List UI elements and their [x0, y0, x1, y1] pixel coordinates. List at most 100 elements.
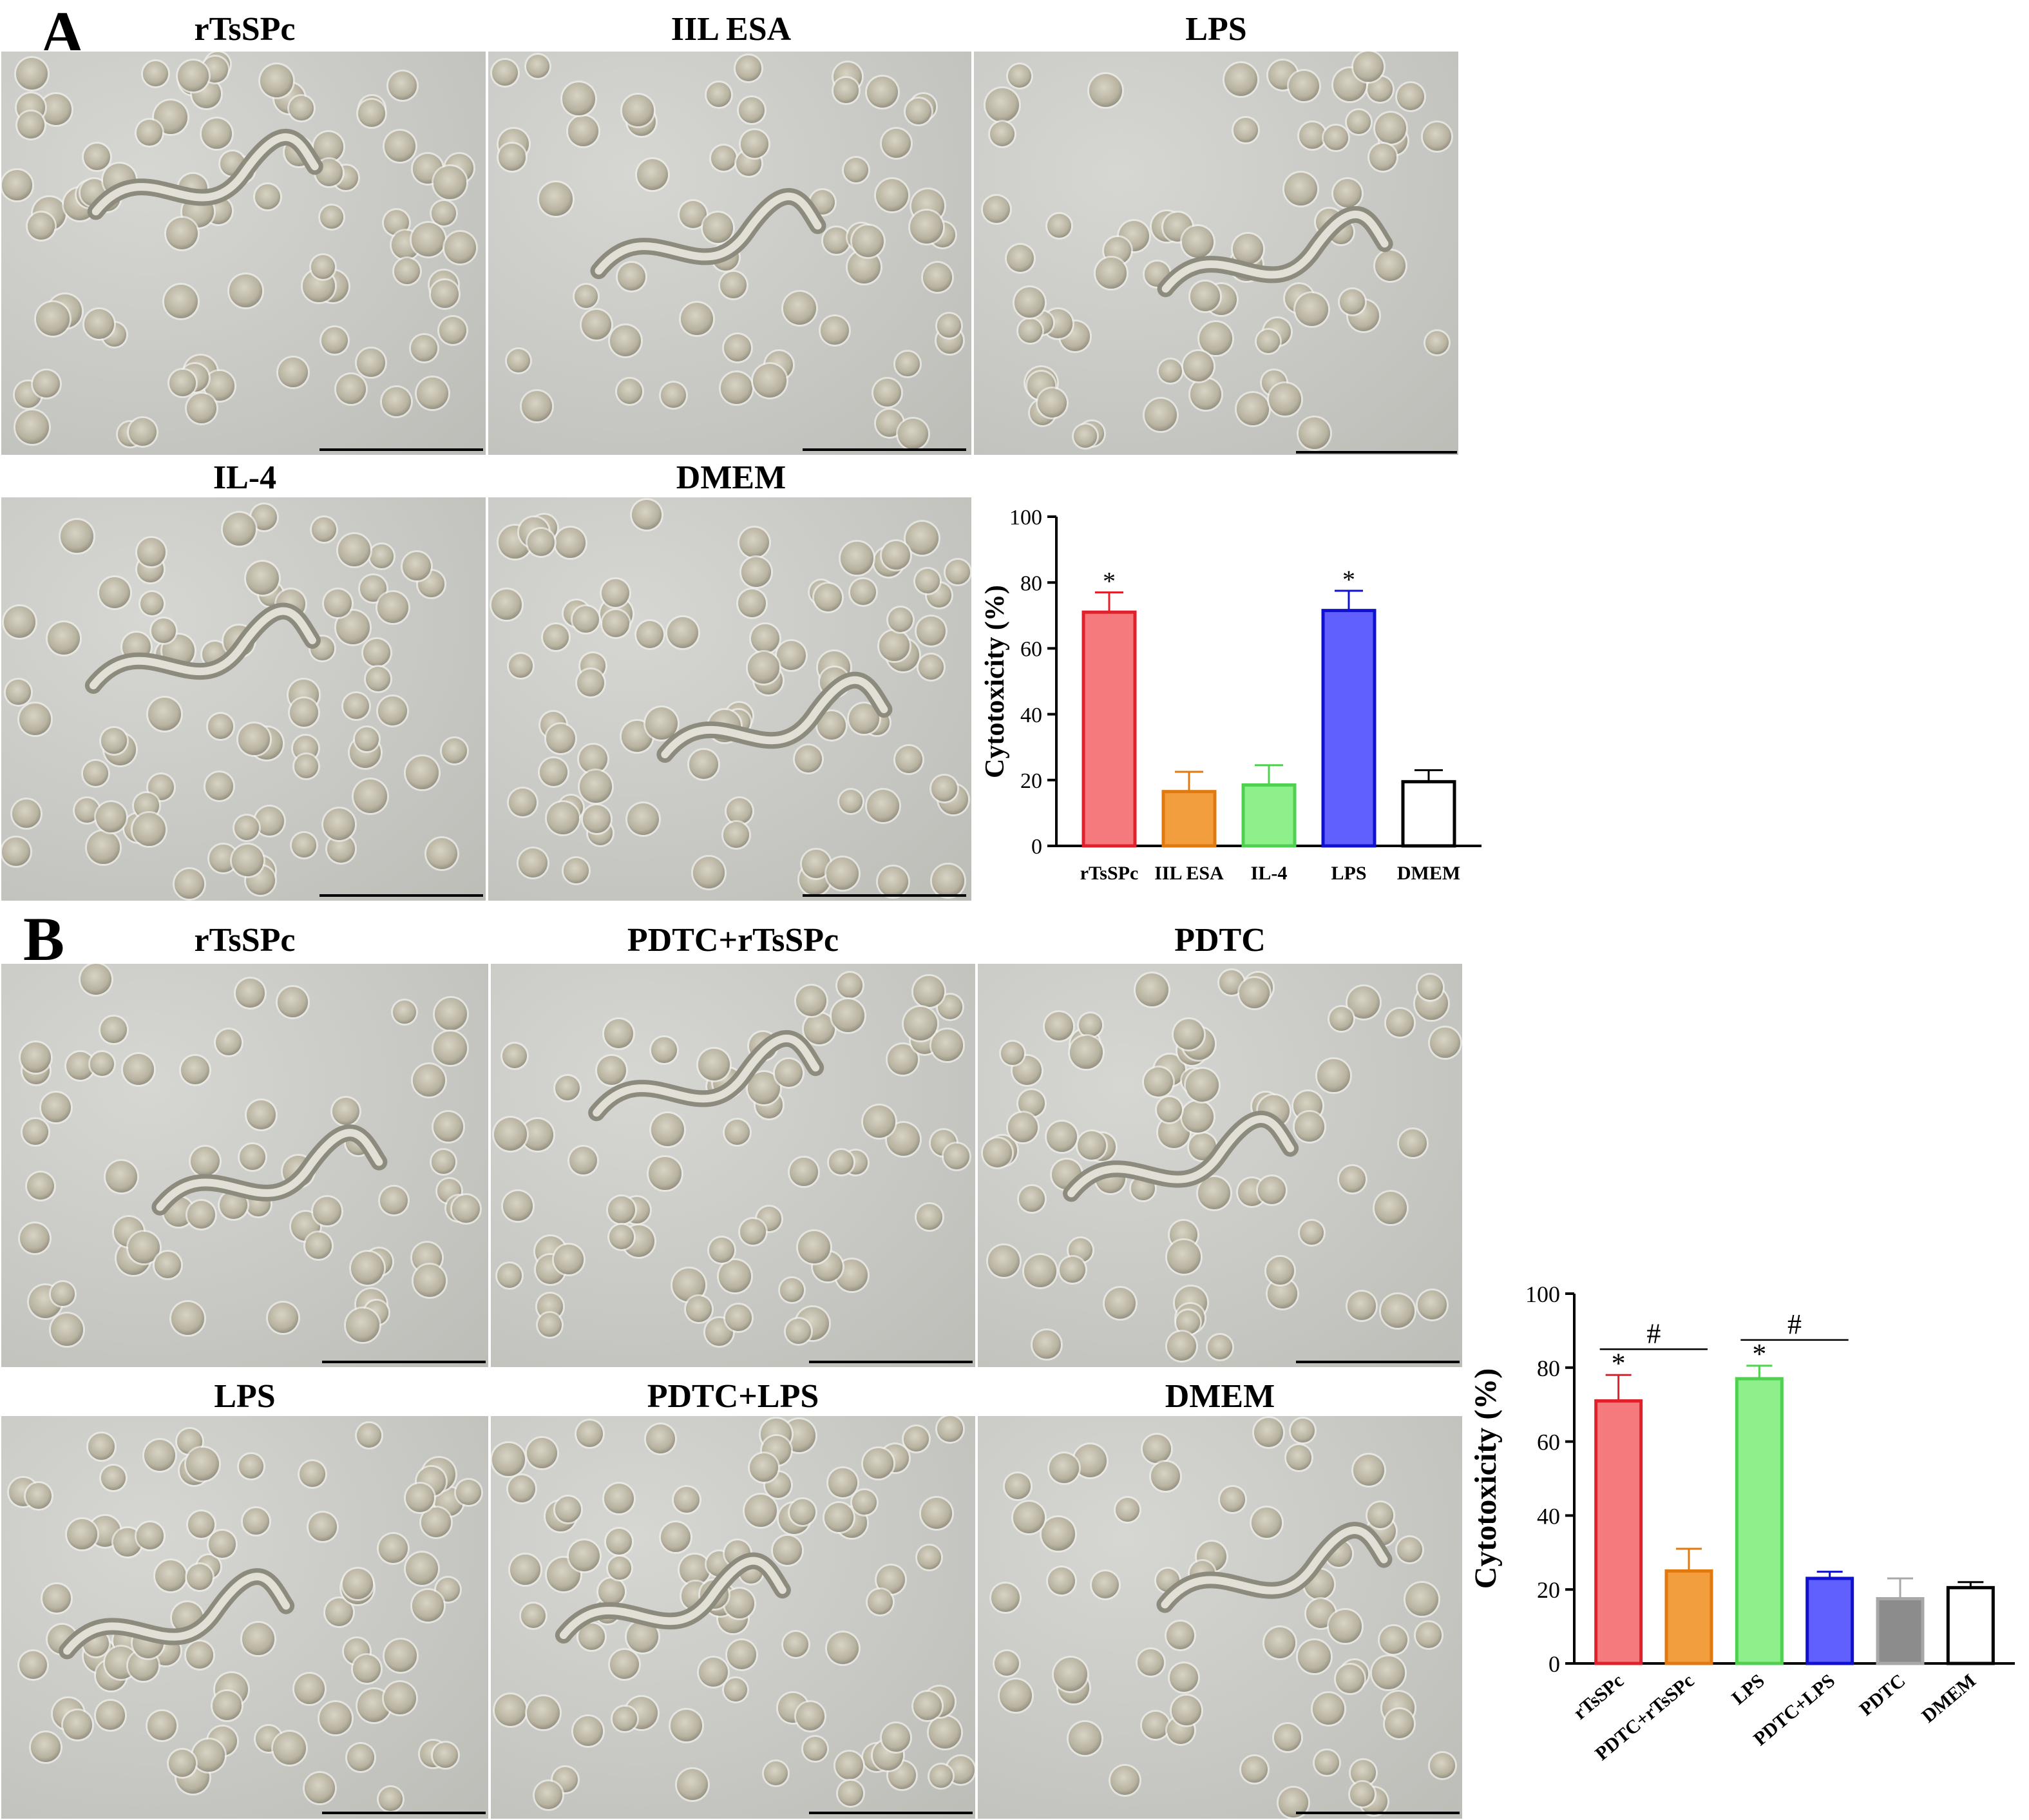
cell [1295, 293, 1328, 326]
larva-shape [151, 1124, 388, 1216]
cell [723, 822, 749, 848]
cell [1266, 1257, 1294, 1285]
y-axis-label: Cytotoxicity (%) [1469, 1368, 1503, 1589]
cell [338, 534, 371, 567]
larva-shape [555, 1552, 791, 1644]
cell [739, 97, 765, 124]
micrograph-title: DMEM [1165, 1378, 1275, 1415]
cell [1329, 1610, 1362, 1643]
cell [724, 1678, 748, 1702]
cell [649, 1157, 681, 1190]
cell [539, 182, 573, 216]
cell [832, 999, 865, 1033]
cell [1144, 1068, 1173, 1097]
cell [1060, 1257, 1085, 1283]
cell [1348, 1292, 1376, 1320]
cell [166, 218, 198, 250]
scale-bar [1296, 451, 1457, 454]
cell [667, 617, 698, 648]
y-tick-label: 100 [1009, 506, 1042, 530]
bar [1805, 1576, 1854, 1665]
cell [499, 144, 526, 171]
cell [698, 1049, 730, 1080]
cell [699, 1658, 728, 1687]
cell [578, 1624, 605, 1651]
cell [1042, 1517, 1075, 1551]
cell [83, 761, 108, 786]
cell [764, 1761, 788, 1785]
cell [904, 1426, 929, 1452]
micrograph-title: LPS [1185, 11, 1247, 48]
cell [598, 1578, 625, 1605]
cell [311, 255, 336, 280]
micrograph-a-lps [973, 50, 1460, 456]
cell [1110, 1766, 1140, 1796]
cell [873, 379, 902, 407]
cell [1092, 1571, 1119, 1598]
cell [680, 1555, 710, 1585]
cell [1190, 379, 1221, 410]
cell [604, 1484, 634, 1514]
cell [1008, 64, 1032, 88]
cell [895, 352, 920, 376]
cell [988, 1245, 1020, 1277]
micrograph-title: IL-4 [213, 459, 277, 496]
cell [385, 1640, 417, 1672]
cell [186, 1642, 213, 1669]
larva-highlight [63, 1573, 291, 1655]
cell [508, 1475, 536, 1503]
cell [555, 1076, 580, 1101]
micrograph-title: LPS [214, 1378, 276, 1415]
cell [1269, 383, 1301, 416]
cell [319, 1702, 352, 1734]
cell [1182, 226, 1214, 258]
cell [910, 211, 944, 244]
y-tick-label: 20 [1537, 1577, 1560, 1603]
cell [20, 1223, 50, 1254]
cell [527, 1696, 560, 1729]
cell [268, 1303, 299, 1334]
cell [175, 869, 205, 899]
cell [990, 122, 1015, 147]
cell [879, 631, 910, 661]
cell [278, 987, 308, 1017]
cell [2, 170, 32, 200]
cell [689, 750, 718, 779]
cell [1375, 113, 1406, 144]
cell [915, 569, 940, 594]
scale-bar [1296, 1812, 1460, 1814]
cell [613, 1707, 637, 1731]
cell [868, 1589, 893, 1615]
cell [983, 1138, 1012, 1167]
cell [577, 669, 605, 697]
cell [1096, 258, 1127, 289]
micrograph-title: IIL ESA [671, 11, 792, 48]
x-tick-label: rTsSPc [1570, 1670, 1628, 1724]
cell [421, 1508, 451, 1537]
cell [637, 159, 668, 190]
cell [66, 1052, 95, 1080]
cell [913, 1692, 942, 1721]
cell [137, 1522, 164, 1549]
cell [81, 964, 112, 995]
cell [1299, 122, 1326, 149]
cell [582, 310, 612, 340]
cell [674, 1487, 700, 1513]
cell [208, 714, 233, 739]
cell [579, 745, 608, 774]
cell [1369, 144, 1397, 171]
cell [351, 1252, 385, 1285]
cell [28, 213, 55, 240]
cell [378, 696, 408, 726]
cell [1183, 351, 1214, 382]
cell [336, 374, 367, 405]
micrograph-a-rtsspc [0, 50, 487, 456]
cell [1329, 1007, 1353, 1031]
cell [238, 723, 270, 755]
cell [202, 119, 232, 149]
cell [294, 1674, 325, 1704]
cell [234, 816, 259, 840]
cell [388, 72, 417, 101]
cell [580, 771, 612, 803]
cell [6, 680, 31, 705]
